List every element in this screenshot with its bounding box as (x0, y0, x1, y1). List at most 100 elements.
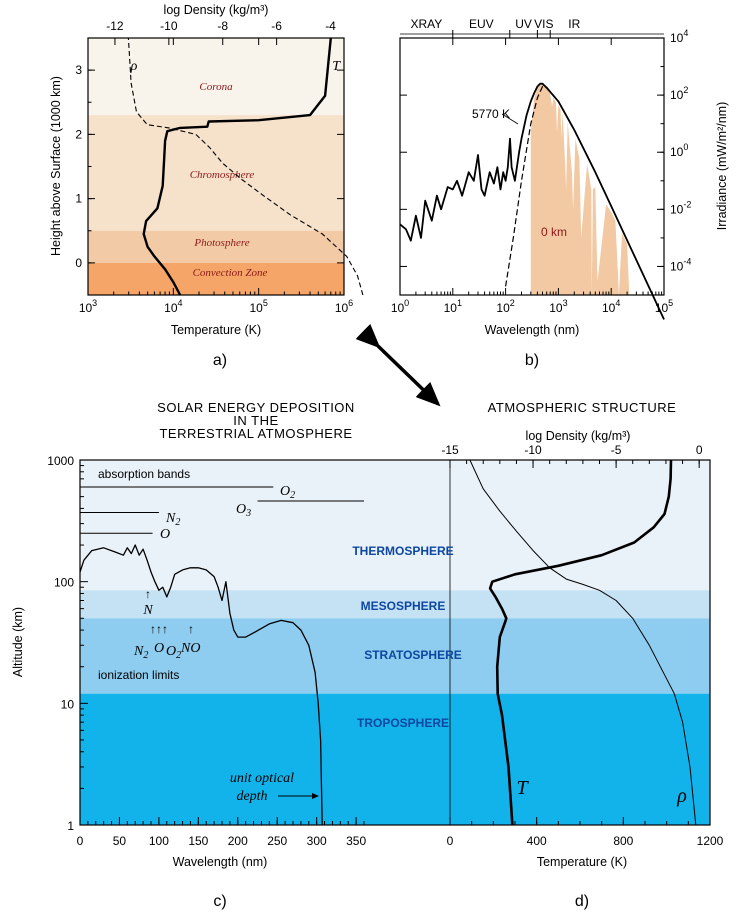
y-tick-label-b: 100 (670, 142, 688, 159)
ion-N2-label: N2 (133, 644, 148, 661)
title-c-line2: IN THE (233, 413, 278, 428)
depth-label: depth (236, 789, 267, 804)
y-tick-label-b: 104 (670, 28, 688, 45)
ion-NO-arrow: ↑ (188, 622, 194, 636)
density-curve-a (127, 37, 364, 296)
x-tick-label-a: 104 (164, 298, 182, 315)
y-tick-label-c: 100 (54, 576, 74, 590)
top-tick-label-d: -15 (441, 443, 459, 457)
ion-O2-label: O2 (166, 644, 181, 661)
temperature-curve-d (488, 459, 673, 826)
solar-spectrum-curve (399, 82, 665, 320)
x-axis-label-c: Wavelength (nm) (173, 855, 268, 869)
ion-NO-label: NO (180, 641, 200, 656)
unit-optical-depth-curve (79, 544, 323, 826)
top-tick-label-d: -10 (524, 443, 542, 457)
double-arrow (355, 323, 441, 407)
title-d: ATMOSPHERIC STRUCTURE (488, 400, 677, 415)
ion-N-label: N (142, 603, 153, 618)
caption-b: b) (525, 352, 539, 369)
series-label-T-d: T (516, 777, 529, 799)
title-c-line3: TERRESTRIAL ATMOSPHERE (159, 426, 352, 441)
top-tick-label-a: -6 (271, 19, 282, 33)
x-tick-label-c: 250 (267, 834, 287, 848)
x-tick-label-c: 100 (149, 834, 169, 848)
x-axis-label-d: Temperature (K) (537, 855, 627, 869)
layer-label-stratosphere: STRATOSPHERE (364, 648, 462, 662)
x-tick-label-c: 200 (228, 834, 248, 848)
caption-d: d) (575, 893, 589, 910)
top-tick-label-a: -12 (106, 19, 124, 33)
top-tick-label-d: 0 (696, 443, 703, 457)
x-tick-label-b: 103 (549, 298, 567, 315)
title-c-line1: SOLAR ENERGY DEPOSITION (157, 400, 355, 415)
layer-band-troposphere (80, 693, 710, 825)
x-tick-label-b: 101 (444, 298, 462, 315)
top-axis-label-d: log Density (kg/m³) (526, 429, 631, 443)
top-axis-label-a: log Density (kg/m³) (164, 3, 269, 17)
y-tick-label-b: 10-4 (670, 256, 691, 273)
y-tick-label-c: 1000 (47, 454, 74, 468)
y-tick-label-a: 3 (75, 63, 82, 77)
x-tick-label-d: 1200 (697, 834, 724, 848)
x-tick-label-d: 0 (447, 834, 454, 848)
top-tick-label-a: -8 (217, 19, 228, 33)
region-band-convection-zone (88, 262, 344, 295)
annotation-5770k-leader (501, 113, 519, 125)
density-curve-d (469, 459, 697, 826)
x-tick-label-a: 106 (335, 298, 353, 315)
panel-cd: 0 50 100 150 200 250 300 350 1 10 100 1000 0 400 800 1… (11, 429, 724, 910)
y-tick-label-c: 10 (61, 697, 75, 711)
y-tick-label-b: 10-2 (670, 199, 691, 216)
ground-spectrum-fill (530, 84, 630, 295)
x-tick-label-b: 100 (391, 298, 409, 315)
band-O3-label: O3 (236, 502, 251, 519)
y-axis-label-c: Altitude (km) (11, 607, 25, 677)
layer-band-stratosphere (80, 618, 710, 694)
x-tick-label-c: 150 (188, 834, 208, 848)
top-tick-label-a: -4 (325, 19, 336, 33)
layer-label-mesosphere: MESOSPHERE (361, 599, 446, 613)
region-label-corona: Corona (199, 81, 233, 93)
ion-O-label: O (154, 641, 164, 656)
temperature-curve-a (142, 37, 332, 296)
panel-b: 100 101 102 103 104 105 10-4 10-2 100 102 104 XRAY… (391, 17, 729, 369)
x-tick-label-b: 102 (496, 298, 514, 315)
region-label-convection: Convection Zone (193, 267, 268, 279)
caption-c: c) (213, 893, 226, 910)
region-label-chromosphere: Chromosphere (190, 169, 255, 181)
x-tick-label-c: 300 (307, 834, 327, 848)
x-tick-label-b: 104 (602, 298, 620, 315)
absorption-bands-label: absorption bands (98, 467, 190, 481)
ion-N-arrow: ↑ (145, 587, 151, 601)
x-tick-label-c: 50 (113, 834, 127, 848)
panel-cd-frame (79, 459, 711, 826)
band-O-label: O (160, 527, 170, 542)
panel-b-frame (399, 37, 665, 296)
x-tick-label-c: 0 (77, 834, 84, 848)
series-label-T: T (332, 59, 341, 74)
band-label-ir: IR (568, 17, 580, 31)
series-label-rho: ρ (130, 59, 138, 74)
y-tick-label-c: 1 (67, 819, 74, 833)
region-band-corona (88, 38, 344, 116)
band-label-uv: UV (515, 17, 532, 31)
x-tick-label-a: 103 (79, 298, 97, 315)
band-N2-label: N2 (165, 511, 180, 528)
series-label-rho-d: ρ (676, 785, 687, 807)
top-tick-label-a: -10 (160, 19, 178, 33)
region-band-photosphere (88, 230, 344, 263)
unit-optical-label: unit optical (230, 771, 294, 786)
layer-label-thermosphere: THERMOSPHERE (352, 544, 453, 558)
y-tick-label-b: 102 (670, 85, 688, 102)
x-tick-label-a: 105 (249, 298, 267, 315)
region-label-photosphere: Photosphere (193, 237, 249, 249)
x-axis-label-b: Wavelength (nm) (485, 323, 580, 337)
layer-band-mesosphere (80, 590, 710, 619)
panel-a: Corona Chromosphere Photosphere Convecti… (49, 3, 364, 369)
band-label-vis: VIS (534, 17, 553, 31)
region-band-chromosphere (88, 115, 344, 231)
layer-band-thermosphere (80, 460, 710, 591)
annotation-0km: 0 km (541, 225, 567, 239)
